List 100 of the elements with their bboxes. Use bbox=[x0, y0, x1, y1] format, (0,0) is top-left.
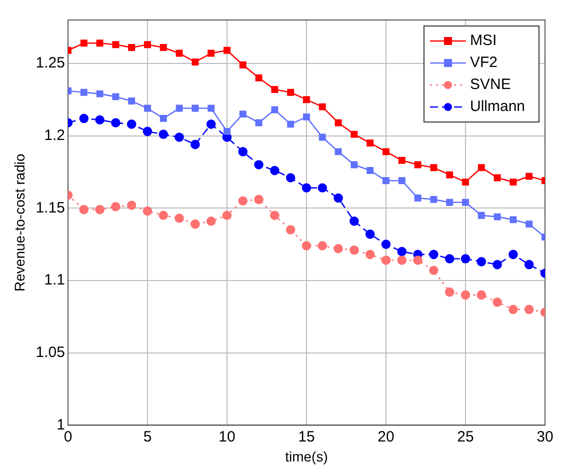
point bbox=[430, 196, 438, 203]
point bbox=[144, 41, 151, 48]
point bbox=[334, 193, 343, 203]
point bbox=[176, 104, 183, 112]
point bbox=[208, 50, 215, 57]
point bbox=[303, 113, 310, 120]
point bbox=[365, 230, 375, 239]
point bbox=[128, 44, 136, 51]
point bbox=[238, 147, 248, 156]
point bbox=[429, 250, 438, 260]
point bbox=[478, 164, 485, 172]
point bbox=[270, 210, 280, 220]
point bbox=[112, 93, 120, 100]
point bbox=[286, 173, 296, 182]
x-tick-label: 5 bbox=[143, 428, 152, 446]
point bbox=[254, 194, 264, 204]
point bbox=[206, 216, 216, 226]
point bbox=[508, 304, 518, 314]
point bbox=[494, 174, 501, 182]
point bbox=[176, 50, 183, 57]
point bbox=[80, 88, 88, 96]
point bbox=[112, 41, 120, 48]
point bbox=[224, 128, 230, 135]
point bbox=[460, 290, 470, 300]
y-axis-title: Revenue-to-cost radio bbox=[11, 154, 28, 292]
point bbox=[158, 210, 168, 220]
point bbox=[174, 132, 184, 142]
point bbox=[303, 96, 310, 104]
point bbox=[111, 118, 120, 128]
point bbox=[381, 256, 391, 265]
point bbox=[350, 245, 359, 255]
point bbox=[287, 88, 294, 96]
point bbox=[462, 178, 469, 186]
point bbox=[524, 304, 534, 314]
point bbox=[366, 167, 374, 174]
point bbox=[190, 140, 200, 150]
point bbox=[286, 225, 296, 234]
point bbox=[460, 254, 470, 264]
point bbox=[492, 298, 502, 307]
point bbox=[158, 130, 168, 139]
point bbox=[414, 161, 422, 168]
point bbox=[492, 260, 502, 270]
point bbox=[382, 148, 390, 156]
point bbox=[318, 134, 326, 141]
legend-label: MSI bbox=[470, 32, 497, 50]
point bbox=[476, 257, 486, 266]
point bbox=[366, 140, 374, 146]
point bbox=[206, 120, 216, 129]
point bbox=[79, 114, 89, 124]
legend-label: VF2 bbox=[470, 54, 498, 72]
legend-label: Ullmann bbox=[470, 98, 526, 116]
point bbox=[350, 161, 358, 168]
point bbox=[524, 260, 534, 270]
point bbox=[144, 104, 151, 112]
point bbox=[239, 61, 246, 68]
point bbox=[302, 183, 312, 193]
point bbox=[271, 106, 278, 114]
y-tick-label: 1.2 bbox=[44, 126, 65, 144]
point bbox=[334, 119, 342, 126]
point bbox=[95, 204, 104, 214]
point bbox=[397, 256, 407, 265]
point bbox=[255, 74, 262, 82]
x-tick-label: 15 bbox=[298, 428, 315, 446]
point bbox=[270, 166, 280, 176]
point bbox=[318, 241, 328, 250]
point bbox=[446, 171, 454, 178]
point bbox=[462, 198, 469, 206]
point bbox=[413, 256, 422, 265]
point bbox=[365, 250, 375, 260]
point bbox=[430, 164, 438, 172]
point bbox=[429, 266, 438, 276]
point bbox=[190, 219, 200, 229]
point bbox=[508, 250, 518, 260]
point bbox=[381, 240, 391, 249]
point bbox=[222, 210, 232, 220]
point bbox=[494, 213, 501, 220]
point bbox=[96, 40, 104, 47]
point bbox=[80, 40, 88, 47]
point bbox=[111, 202, 120, 212]
point bbox=[510, 178, 517, 186]
point bbox=[398, 177, 406, 184]
point bbox=[334, 148, 342, 156]
point bbox=[350, 130, 358, 138]
point bbox=[95, 115, 104, 125]
point bbox=[160, 44, 167, 51]
point bbox=[96, 90, 104, 98]
x-axis-title: time(s) bbox=[285, 448, 328, 464]
point bbox=[128, 98, 136, 105]
point bbox=[126, 120, 136, 129]
point bbox=[224, 46, 230, 54]
point bbox=[318, 103, 326, 110]
x-tick-label: 10 bbox=[218, 428, 236, 446]
point bbox=[526, 172, 533, 180]
point bbox=[192, 58, 199, 66]
point bbox=[271, 86, 278, 93]
point bbox=[318, 183, 328, 193]
point bbox=[239, 110, 246, 118]
x-tick-label: 20 bbox=[378, 428, 394, 446]
point bbox=[476, 290, 486, 300]
point bbox=[382, 177, 390, 184]
